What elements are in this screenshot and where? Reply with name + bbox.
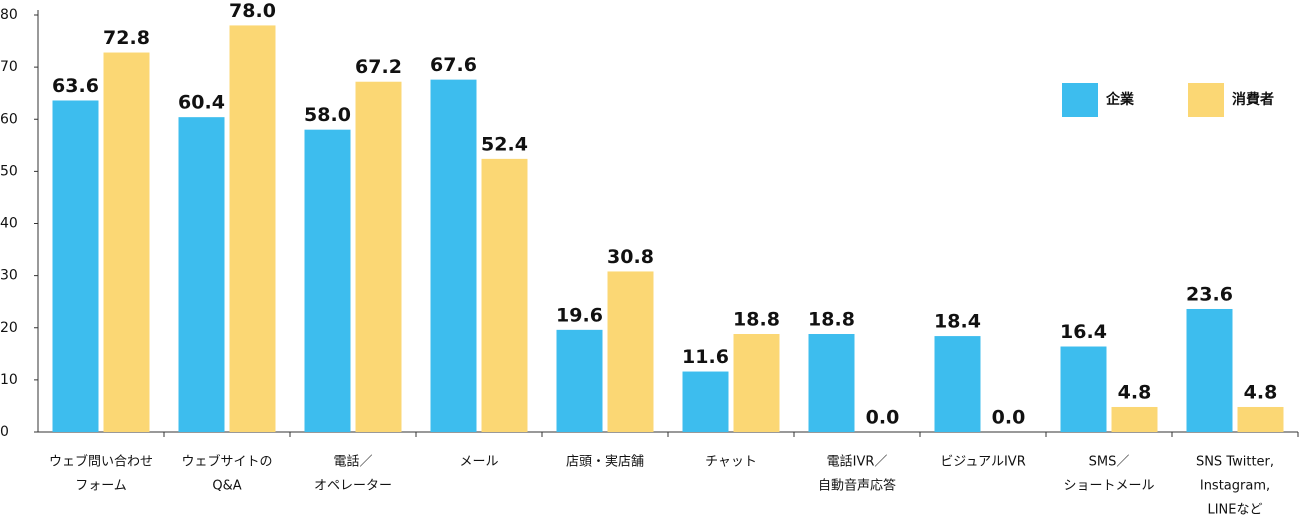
bar	[733, 334, 780, 432]
value-label: 11.6	[682, 346, 729, 368]
bar	[481, 158, 528, 433]
bar	[1237, 406, 1284, 432]
x-tick-label: SNS Twitter,	[1196, 455, 1274, 470]
value-label: 78.0	[229, 0, 276, 22]
x-tick-label: LINEなど	[1207, 503, 1262, 518]
value-label: 0.0	[992, 407, 1026, 429]
value-label: 19.6	[556, 304, 603, 326]
y-tick-label: 40	[0, 216, 18, 232]
value-label: 30.8	[607, 246, 654, 268]
y-tick-label: 0	[0, 424, 9, 440]
y-tick-label: 80	[0, 7, 18, 23]
y-tick-label: 10	[0, 372, 18, 388]
bar	[229, 25, 276, 433]
value-label: 60.4	[178, 92, 225, 114]
legend-label: 企業	[1105, 91, 1135, 108]
value-label: 58.0	[304, 104, 351, 126]
bar	[430, 79, 477, 432]
legend-swatch	[1188, 83, 1224, 117]
x-tick-label: メール	[459, 455, 498, 470]
value-label: 4.8	[1244, 381, 1278, 403]
value-label: 67.6	[430, 54, 477, 76]
x-tick-label: 自動音声応答	[818, 478, 896, 494]
y-tick-label: 20	[0, 320, 18, 336]
x-tick-label: 店頭・実店舗	[566, 454, 644, 470]
value-label: 0.0	[866, 407, 900, 429]
value-label: 18.8	[733, 309, 780, 331]
bar	[682, 371, 729, 432]
y-tick-label: 30	[0, 268, 18, 284]
x-tick-label: 電話IVR／	[827, 454, 888, 470]
value-label: 52.4	[481, 133, 528, 155]
bar	[556, 329, 603, 432]
y-tick-label: 70	[0, 59, 18, 75]
bar	[934, 336, 981, 432]
x-tick-label: Instagram,	[1200, 479, 1270, 494]
bar	[52, 100, 99, 433]
x-tick-label: オペレーター	[314, 479, 392, 494]
bar	[355, 81, 402, 432]
x-tick-label: ショートメール	[1063, 479, 1154, 494]
x-tick-label: Q&A	[212, 479, 241, 494]
x-tick-label: ウェブ問い合わせ	[49, 454, 153, 470]
value-label: 67.2	[355, 56, 402, 78]
value-label: 23.6	[1186, 283, 1233, 305]
value-label: 18.4	[934, 311, 981, 333]
x-tick-label: フォーム	[75, 479, 127, 494]
value-label: 63.6	[52, 75, 99, 97]
bar	[103, 52, 150, 432]
y-tick-label: 50	[0, 163, 18, 179]
y-tick-label: 60	[0, 111, 18, 127]
bar	[808, 334, 855, 432]
x-tick-label: ビジュアルIVR	[940, 455, 1025, 470]
x-tick-label: ウェブサイトの	[181, 454, 272, 470]
value-label: 18.8	[808, 309, 855, 331]
x-tick-label: 電話／	[333, 454, 372, 470]
bar	[304, 129, 351, 433]
x-tick-label: SMS／	[1089, 455, 1130, 470]
legend-label: 消費者	[1232, 91, 1274, 108]
bar	[607, 271, 654, 432]
legend-swatch	[1062, 83, 1098, 117]
bar	[1186, 308, 1233, 432]
x-tick-label: チャット	[705, 455, 757, 470]
value-label: 16.4	[1060, 321, 1107, 343]
value-label: 4.8	[1118, 381, 1152, 403]
value-label: 72.8	[103, 27, 150, 49]
bar	[1060, 346, 1107, 432]
bar	[178, 117, 225, 432]
bar	[1111, 406, 1158, 432]
